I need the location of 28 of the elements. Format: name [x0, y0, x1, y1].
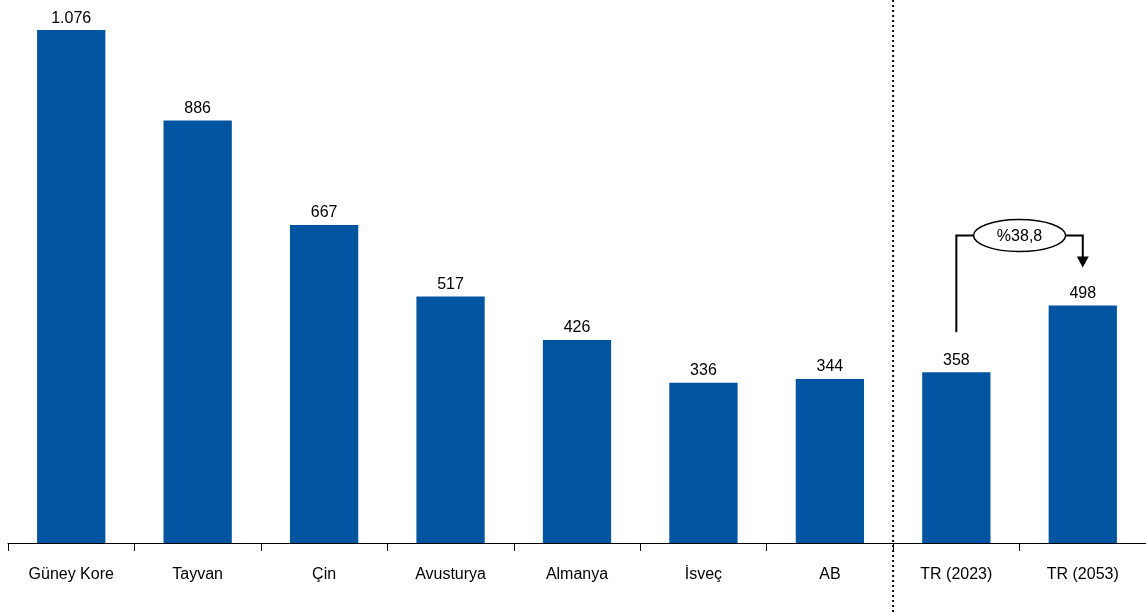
- x-tick-label: Avusturya: [415, 564, 487, 582]
- bar: [1048, 305, 1117, 543]
- data-label: 358: [942, 350, 970, 368]
- bar: [416, 296, 485, 543]
- data-label: 1.076: [51, 8, 92, 26]
- bar: [922, 372, 991, 543]
- x-tick-label: TR (2023): [920, 564, 993, 582]
- data-label: 426: [563, 318, 591, 336]
- bar: [542, 339, 612, 543]
- data-label: 498: [1069, 284, 1097, 302]
- x-tick-label: Çin: [312, 564, 337, 582]
- x-tick-label: Güney Kore: [28, 564, 115, 582]
- bar: [795, 378, 865, 543]
- x-tick-label: Almanya: [545, 564, 609, 582]
- data-label: 886: [184, 99, 212, 117]
- x-tick-label: AB: [819, 564, 841, 582]
- annotation: %38,8: [996, 226, 1043, 244]
- x-tick-label: Tayvan: [172, 564, 224, 582]
- data-label: 336: [690, 361, 717, 379]
- x-tick-label: İsveç: [684, 563, 723, 582]
- data-label: 667: [310, 203, 338, 221]
- bar: [37, 30, 106, 543]
- bar: [163, 120, 232, 543]
- bar: [289, 225, 359, 543]
- data-label: 344: [816, 357, 844, 375]
- bar: [669, 382, 738, 543]
- data-label: 517: [437, 275, 464, 293]
- x-tick-label: TR (2053): [1046, 564, 1119, 582]
